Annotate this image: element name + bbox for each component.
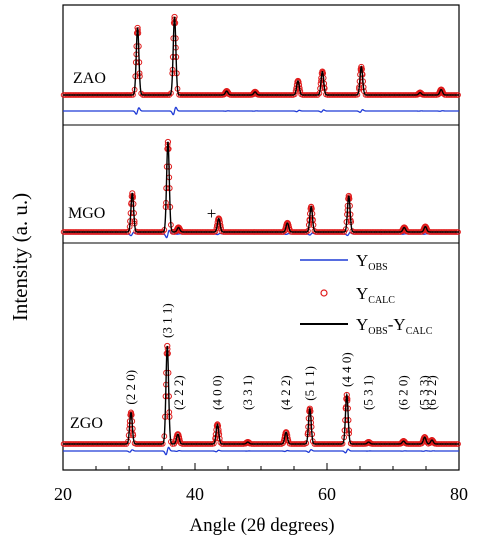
peak-label: (3 1 1) (159, 303, 174, 338)
panel-zgo: ZGO (2 2 0) (3 1 1) (2 2 2) (4 0 0) (3 3 1) (4… (60, 303, 461, 456)
peak-labels: (2 2 0) (3 1 1) (2 2 2) (4 0 0) (3 3 1) (4 2 … (123, 303, 439, 410)
peak-label: (4 2 2) (278, 375, 293, 410)
panel-label: MGO (68, 205, 105, 222)
peak-label: (2 2 0) (123, 370, 138, 405)
observed-point (424, 227, 431, 234)
impurity-marker: + (207, 204, 217, 223)
peak-label: (6 2 2) (424, 375, 439, 410)
observed-point (177, 227, 184, 234)
x-axis: 20 40 60 80 (54, 463, 468, 504)
peak-label: (5 3 3) (417, 375, 432, 410)
difference-curve (63, 446, 459, 456)
x-tick-label: 60 (318, 484, 336, 504)
peak-label: (6 2 0) (396, 375, 411, 410)
x-tick-label: 80 (450, 484, 468, 504)
calculated-curve (63, 16, 459, 96)
observed-point (430, 439, 438, 447)
calculated-curve (63, 345, 459, 445)
observed-point (440, 90, 447, 97)
peak-label: (5 1 1) (302, 366, 317, 401)
observed-points (60, 138, 461, 235)
peak-label: (3 3 1) (240, 375, 255, 410)
panel-mgo: MGO (60, 138, 461, 239)
panel-label: ZGO (70, 415, 103, 432)
x-axis-label: Angle (2θ degrees) (189, 515, 334, 536)
observed-point (225, 90, 232, 98)
peak-label: (2 2 2) (171, 375, 186, 410)
peak-label: (4 4 0) (339, 352, 354, 387)
legend-label: YOBS (356, 251, 388, 273)
observed-point (303, 440, 310, 447)
peak-label: (5 3 1) (361, 375, 376, 410)
x-tick-label: 40 (186, 484, 204, 504)
panels: ZAO MGO ZGO (2 2 0) (3 1 1) (2 2 2) (4 0 0) (3 … (60, 13, 461, 456)
legend-label: YCALC (356, 284, 395, 306)
legend: YOBS YCALC YOBS-YCALC (300, 251, 433, 337)
y-axis-label: Intensity (a. u.) (8, 193, 32, 321)
x-tick-label: 20 (54, 484, 72, 504)
legend-label: YOBS-YCALC (356, 315, 433, 337)
observed-point (403, 227, 410, 234)
observed-points (60, 13, 461, 98)
panel-label: ZAO (73, 70, 106, 87)
calculated-curve (63, 141, 459, 233)
legend-swatch (320, 289, 328, 297)
observed-point (254, 91, 261, 98)
panel-zao: ZAO (60, 13, 461, 116)
peak-label: (4 0 0) (209, 375, 224, 410)
observed-point (402, 440, 409, 447)
difference-curve (63, 106, 459, 116)
